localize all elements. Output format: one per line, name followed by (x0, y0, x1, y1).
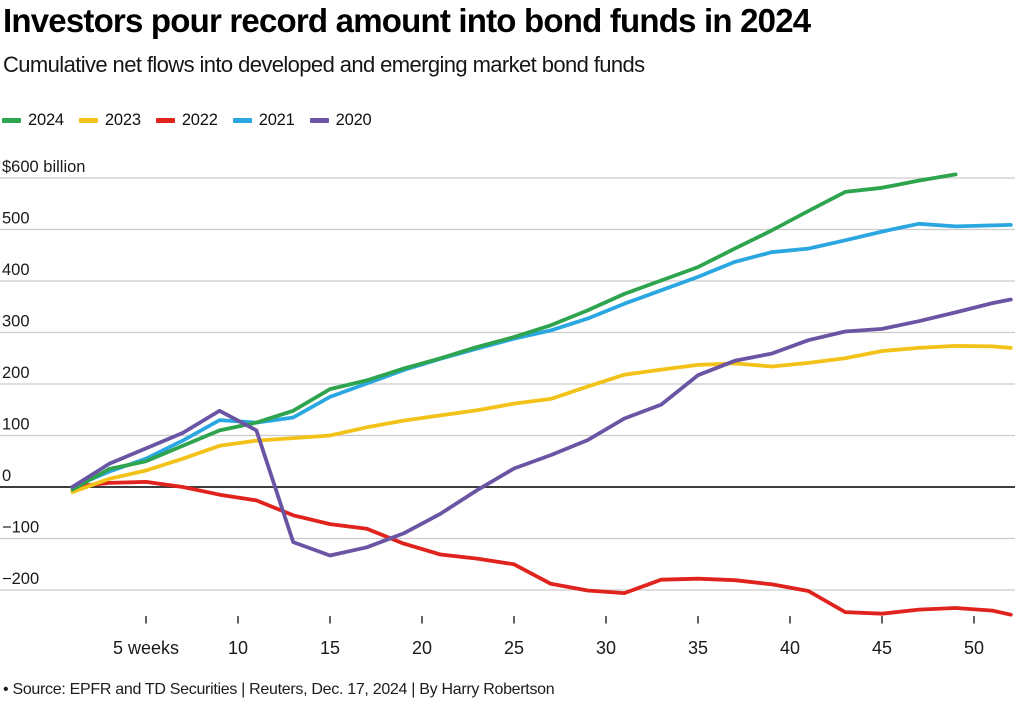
series-line-2024 (70, 172, 958, 492)
x-tick-label-45: 45 (872, 638, 892, 658)
y-tick-label--100: −100 (2, 519, 39, 537)
y-tick-label-500: 500 (2, 210, 30, 228)
legend-swatch-2020 (309, 118, 329, 123)
series-line-2020 (70, 297, 1013, 558)
legend-swatch-2023 (78, 118, 98, 123)
x-tick-label-20: 20 (412, 638, 432, 658)
plot-area: $600 billion 500 400 300 200 100 0 −100 −200 5 we… (0, 150, 1023, 670)
series-line-2021 (70, 221, 1013, 489)
y-tick-label-100: 100 (2, 416, 30, 434)
series-line-2022 (70, 479, 1013, 617)
x-tick-label-30: 30 (596, 638, 616, 658)
y-tick-label--200: −200 (2, 570, 39, 588)
source-line: • Source: EPFR and TD Securities | Reute… (3, 681, 555, 698)
series-line-2023 (70, 343, 1013, 495)
legend-swatch-2022 (155, 118, 175, 123)
legend-swatch-2021 (232, 118, 252, 123)
legend-label: 2020 (335, 111, 372, 129)
legend-item-2022: 2022 (155, 111, 218, 130)
legend-item-2020: 2020 (309, 111, 372, 130)
chart-subtitle: Cumulative net flows into developed and … (3, 52, 645, 77)
legend-item-2021: 2021 (232, 111, 295, 130)
x-tick-label-10: 10 (228, 638, 248, 658)
legend-swatch-2024 (2, 118, 21, 123)
legend-item-2023: 2023 (78, 111, 141, 130)
x-tick-label-50: 50 (964, 638, 984, 658)
legend-label: 2021 (258, 111, 295, 129)
x-tick-label-5: 5 weeks (113, 638, 179, 658)
y-tick-label-600: $600 billion (2, 158, 85, 176)
x-tick-label-25: 25 (504, 638, 524, 658)
legend-label: 2024 (28, 111, 64, 129)
legend-item-2024: 2024 (2, 111, 64, 130)
x-tick-label-40: 40 (780, 638, 800, 658)
y-tick-label-400: 400 (2, 261, 30, 279)
legend-label: 2022 (181, 111, 218, 129)
line-chart: $600 billion 500 400 300 200 100 0 −100 −200 5 we… (0, 158, 1015, 658)
y-tick-label-300: 300 (2, 313, 30, 331)
y-tick-label-200: 200 (2, 364, 30, 382)
legend-label: 2023 (104, 111, 141, 129)
legend: 2024 2023 2022 2021 2020 (2, 111, 387, 130)
chart-title: Investors pour record amount into bond f… (3, 2, 811, 39)
x-tick-label-35: 35 (688, 638, 708, 658)
x-tick-label-15: 15 (320, 638, 340, 658)
y-tick-label-0: 0 (2, 467, 11, 485)
